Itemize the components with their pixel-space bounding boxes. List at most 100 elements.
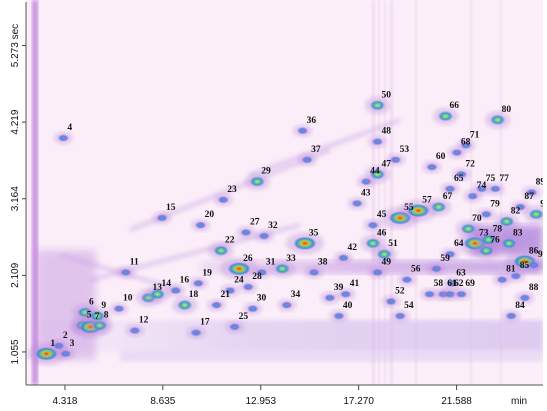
peak-label: 84 xyxy=(515,301,525,311)
peak-label: 79 xyxy=(490,199,500,209)
peak-label: 1 xyxy=(50,339,55,349)
peak-label: 27 xyxy=(250,217,260,227)
peak-label: 68 xyxy=(461,138,471,148)
peak-spot xyxy=(459,141,472,150)
y-tick-label: 4.219 xyxy=(10,109,21,134)
peak-label: 80 xyxy=(502,105,512,115)
y-axis-ticks: 1.055 2.109 3.164 4.219 5.273 sec xyxy=(10,24,26,364)
peak-label: 3 xyxy=(70,339,75,349)
peak-spot xyxy=(364,237,381,249)
peak-spot xyxy=(227,261,252,276)
column-streak xyxy=(378,0,380,385)
peak-spot xyxy=(119,268,132,277)
column-streak xyxy=(372,0,375,385)
peak-markers xyxy=(27,96,543,365)
peak-spot xyxy=(194,221,207,230)
peak-spot xyxy=(366,221,379,230)
peak-spot xyxy=(406,203,431,218)
peak-label: 26 xyxy=(243,254,253,264)
peak-spot xyxy=(339,290,352,299)
peak-label: 72 xyxy=(465,159,475,169)
peak-spot xyxy=(192,279,205,288)
column-streak xyxy=(384,0,386,385)
y-tick-label: 5.273 sec xyxy=(10,24,21,67)
peak-spot xyxy=(280,301,293,310)
peak-spot xyxy=(455,290,468,299)
peak-label: 12 xyxy=(139,316,149,326)
peak-spot xyxy=(128,326,141,335)
peak-spot xyxy=(480,210,493,219)
peak-spot xyxy=(337,253,350,262)
peak-label: 42 xyxy=(347,243,357,253)
peak-spot xyxy=(489,114,506,126)
peak-spot xyxy=(466,192,479,201)
peak-spot xyxy=(156,213,169,222)
peak-spot xyxy=(57,134,70,143)
peak-spot xyxy=(400,275,413,284)
peak-spot xyxy=(351,199,364,208)
peak-spot xyxy=(509,272,522,281)
x-tick-label: 12.953 xyxy=(245,396,276,407)
peak-label: 19 xyxy=(202,268,212,278)
peak-label: 85 xyxy=(520,261,530,271)
peak-label: 62 xyxy=(454,279,464,289)
x-tick-label: 21.588 xyxy=(441,396,472,407)
peak-spot xyxy=(475,184,488,193)
peak-label: 52 xyxy=(395,286,405,296)
peak-label: 57 xyxy=(422,196,432,206)
peak-label: 8 xyxy=(104,310,109,320)
peak-label: 16 xyxy=(180,276,190,286)
peak-label: 34 xyxy=(291,290,301,300)
peak-spot xyxy=(385,297,398,306)
peak-label: 77 xyxy=(499,174,509,184)
peak-label: 35 xyxy=(309,228,319,238)
peak-spot xyxy=(239,228,252,237)
peak-label: 89 xyxy=(536,178,546,188)
x-tick-label: 8.635 xyxy=(150,396,175,407)
peak-label: 41 xyxy=(350,279,360,289)
peak-spot xyxy=(242,282,255,291)
peak-spot xyxy=(444,184,457,193)
peak-spot xyxy=(460,223,477,235)
ridge-trail xyxy=(249,117,401,178)
y-tick-label: 1.055 xyxy=(10,339,21,364)
peak-label: 17 xyxy=(200,318,210,328)
peak-spot xyxy=(217,195,230,204)
peak-spot xyxy=(498,216,515,228)
peak-spot xyxy=(527,261,540,270)
peak-spot xyxy=(213,245,230,257)
peak-label: 86 xyxy=(529,247,539,257)
peak-label: 50 xyxy=(381,90,391,100)
peak-label: 24 xyxy=(234,276,244,286)
peak-spot xyxy=(394,311,407,320)
peak-label: 45 xyxy=(377,210,387,220)
peak-spot xyxy=(301,155,314,164)
peak-label: 28 xyxy=(252,272,262,282)
peak-label: 29 xyxy=(261,167,271,177)
peak-label: 59 xyxy=(440,254,450,264)
peak-label: 64 xyxy=(454,239,464,249)
peak-spot xyxy=(423,290,436,299)
axes: 1.055 2.109 3.164 4.219 5.273 sec 4.318 8.635… xyxy=(10,2,543,407)
peak-spot xyxy=(176,299,193,311)
peak-label: 88 xyxy=(529,283,539,293)
peak-label: 9 xyxy=(101,301,106,311)
peak-label: 30 xyxy=(257,294,267,304)
peak-label: 82 xyxy=(511,207,521,217)
peak-spot xyxy=(149,288,166,300)
column-streak xyxy=(415,0,417,385)
peak-spot xyxy=(500,237,517,249)
peak-label: 55 xyxy=(404,203,414,213)
peak-label: 51 xyxy=(388,239,398,249)
peak-label: 81 xyxy=(506,265,516,275)
peak-label: 15 xyxy=(166,203,176,213)
peak-label: 40 xyxy=(343,301,353,311)
y-tick-label: 3.164 xyxy=(10,186,21,211)
peak-label: 37 xyxy=(311,145,321,155)
peak-spot xyxy=(489,184,502,193)
peak-spot xyxy=(307,268,320,277)
peak-label: 25 xyxy=(239,312,249,322)
